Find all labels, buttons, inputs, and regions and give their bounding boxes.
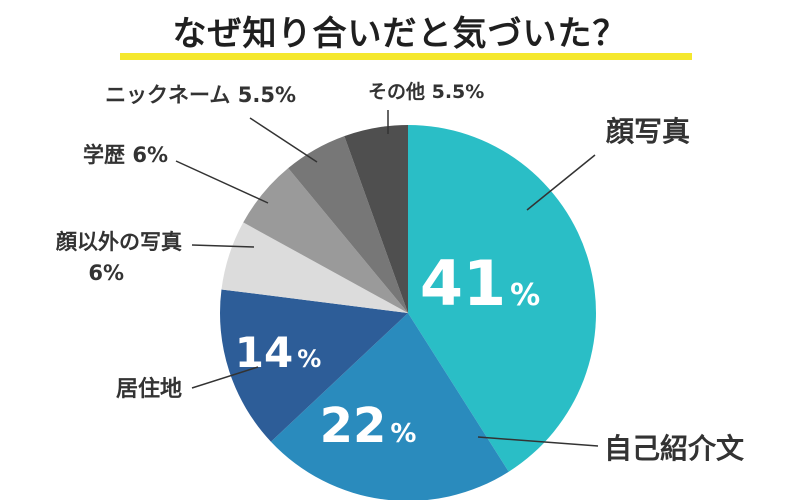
slice-value-label: 14% bbox=[235, 328, 322, 377]
slice-value-unit: % bbox=[390, 419, 416, 449]
leader-line bbox=[249, 117, 318, 163]
slice-category-label: 居住地 bbox=[116, 376, 182, 402]
slice-value-unit: % bbox=[297, 345, 321, 373]
slice-category-label: その他 5.5% bbox=[368, 80, 484, 103]
leader-line bbox=[191, 366, 259, 389]
pie-slice bbox=[288, 136, 408, 313]
leader-line bbox=[175, 160, 269, 204]
pie-slice bbox=[243, 168, 408, 313]
slice-category-label: ニックネーム 5.5% bbox=[105, 83, 296, 107]
leader-line bbox=[526, 154, 596, 211]
chart-title: なぜ知り合いだと気づいた？ bbox=[172, 14, 628, 54]
slice-category-label: 6% bbox=[88, 261, 124, 285]
slice-value-label: 41% bbox=[420, 247, 540, 320]
slice-value-number: 14 bbox=[235, 328, 293, 377]
slice-value-number: 22 bbox=[320, 398, 387, 454]
pie-slice bbox=[408, 125, 596, 472]
slice-category-label: 学歴 6% bbox=[83, 143, 168, 167]
leader-line bbox=[191, 244, 255, 248]
leader-line bbox=[477, 436, 599, 447]
pie-slice bbox=[344, 124, 408, 313]
slice-value-label: 22% bbox=[320, 398, 417, 454]
slice-value-unit: % bbox=[510, 278, 540, 313]
title-highlight bbox=[120, 53, 692, 60]
slice-category-label: 自己紹介文 bbox=[604, 432, 744, 465]
slice-value-number: 41 bbox=[420, 247, 506, 320]
pie-slice bbox=[221, 222, 408, 313]
slice-category-label: 顔以外の写真 bbox=[55, 230, 182, 254]
pie-slice bbox=[270, 313, 509, 500]
pie-slice bbox=[219, 289, 408, 442]
slice-category-label: 顔写真 bbox=[606, 115, 690, 148]
